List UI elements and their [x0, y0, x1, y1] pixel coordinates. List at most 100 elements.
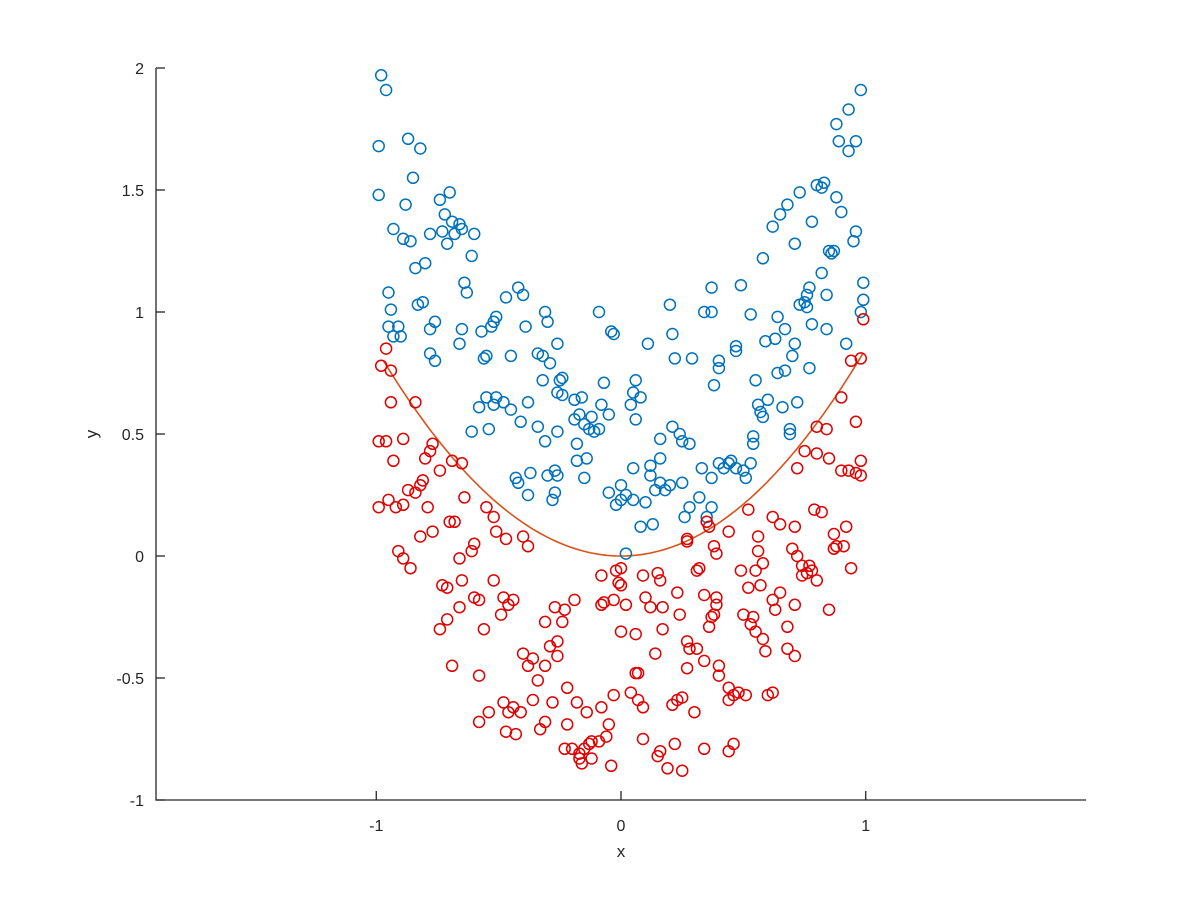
data-point — [445, 659, 459, 673]
data-point — [822, 244, 836, 258]
data-point — [839, 520, 853, 533]
data-point — [614, 478, 628, 492]
data-point — [384, 364, 398, 377]
data-point — [592, 422, 606, 436]
data-point — [382, 493, 395, 507]
data-point — [436, 225, 449, 238]
data-point — [783, 427, 797, 441]
data-point — [842, 464, 855, 477]
data-point — [440, 613, 454, 626]
data-point — [521, 659, 535, 673]
data-point — [697, 742, 711, 756]
data-point — [553, 374, 567, 387]
data-point — [499, 725, 513, 738]
y-tick-label: 1.5 — [122, 183, 144, 200]
data-point — [607, 688, 620, 702]
data-point — [849, 134, 863, 148]
data-point — [536, 374, 549, 387]
data-point — [837, 539, 850, 553]
data-point — [646, 518, 660, 531]
data-point — [414, 530, 427, 543]
data-point — [778, 322, 792, 336]
data-point — [480, 500, 493, 514]
data-point — [722, 525, 735, 538]
data-point — [502, 705, 515, 719]
data-point — [551, 649, 564, 663]
data-point — [666, 327, 679, 341]
data-point — [624, 398, 638, 411]
data-point — [438, 208, 452, 221]
data-point — [857, 293, 870, 307]
data-point — [675, 764, 689, 777]
series-1 — [372, 313, 870, 777]
data-point — [710, 591, 723, 604]
data-point — [372, 139, 385, 153]
data-point — [440, 237, 454, 250]
data-point — [629, 666, 642, 680]
data-point — [702, 520, 716, 533]
data-point — [751, 530, 765, 543]
data-point — [680, 532, 694, 546]
x-tick-label: 0 — [617, 818, 626, 835]
data-point — [585, 752, 598, 765]
data-point — [404, 234, 417, 248]
data-point — [428, 354, 442, 368]
data-point — [661, 762, 674, 775]
data-point — [671, 586, 684, 599]
data-point — [739, 471, 753, 485]
data-point — [817, 176, 831, 189]
data-point — [595, 398, 608, 411]
data-point — [761, 393, 775, 407]
data-point — [710, 547, 723, 560]
data-point — [526, 693, 540, 707]
data-point — [443, 515, 456, 529]
data-point — [697, 654, 711, 668]
data-point — [854, 83, 868, 97]
data-point — [472, 400, 486, 414]
data-point — [673, 608, 686, 621]
data-point — [800, 288, 814, 302]
data-point — [487, 574, 500, 587]
data-point — [854, 352, 868, 365]
data-point — [805, 564, 819, 577]
data-point — [639, 496, 652, 509]
data-point — [499, 291, 513, 304]
data-point — [680, 635, 694, 648]
data-point — [384, 396, 398, 409]
data-point — [820, 288, 833, 302]
data-point — [683, 500, 696, 514]
data-point — [531, 674, 545, 687]
data-point — [387, 330, 400, 343]
data-point — [707, 378, 721, 392]
data-point — [778, 364, 792, 377]
data-point — [538, 435, 552, 448]
data-point — [418, 256, 432, 270]
data-point — [626, 461, 640, 475]
data-point — [374, 359, 388, 372]
data-point — [705, 471, 718, 485]
data-point — [636, 732, 650, 746]
data-point — [465, 249, 478, 263]
data-point — [524, 466, 537, 480]
data-point — [822, 603, 836, 616]
data-point — [379, 83, 393, 97]
data-point — [475, 325, 488, 338]
data-point — [570, 454, 584, 468]
data-point — [602, 408, 616, 421]
data-point — [541, 315, 554, 329]
data-point — [612, 576, 625, 590]
data-point — [480, 349, 493, 363]
data-point — [734, 564, 748, 577]
data-point — [556, 388, 569, 402]
data-point — [409, 396, 422, 409]
data-point — [678, 510, 691, 524]
data-point — [653, 744, 667, 758]
data-point — [776, 400, 789, 414]
data-point — [844, 561, 858, 575]
data-point — [749, 625, 762, 638]
data-point — [790, 461, 804, 475]
data-point — [742, 503, 755, 516]
data-point — [749, 564, 762, 577]
data-point — [771, 310, 784, 324]
